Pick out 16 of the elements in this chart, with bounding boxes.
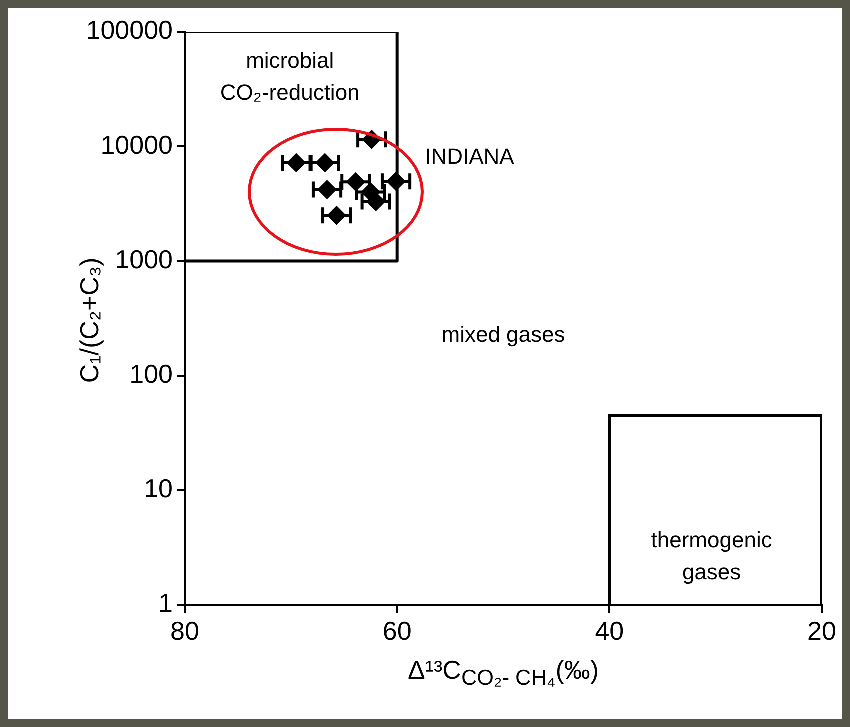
y-tick-label: 10000 <box>100 130 173 160</box>
y-tick-label: 1 <box>158 588 173 618</box>
annotation: mixed gases <box>442 322 566 347</box>
x-tick-label: 80 <box>170 616 200 646</box>
y-axis-title: C₁/(C₂+C₃) <box>74 256 106 386</box>
annotation: microbial CO₂-reduction <box>220 48 360 105</box>
annotation: INDIANA <box>425 144 515 170</box>
x-tick-label: 60 <box>382 616 412 646</box>
y-tick-label: 1000 <box>115 244 173 274</box>
y-tick-label: 100000 <box>86 15 173 46</box>
y-tick-label: 100 <box>130 358 173 389</box>
x-tick-label: 40 <box>595 616 624 646</box>
x-axis-title: Δ¹³C$_{CO₂- CH₄}$(‰) <box>406 655 600 692</box>
y-tick-label: 10 <box>144 474 173 504</box>
x-tick-label: 20 <box>808 616 836 646</box>
annotation: thermogenic gases <box>651 528 772 585</box>
